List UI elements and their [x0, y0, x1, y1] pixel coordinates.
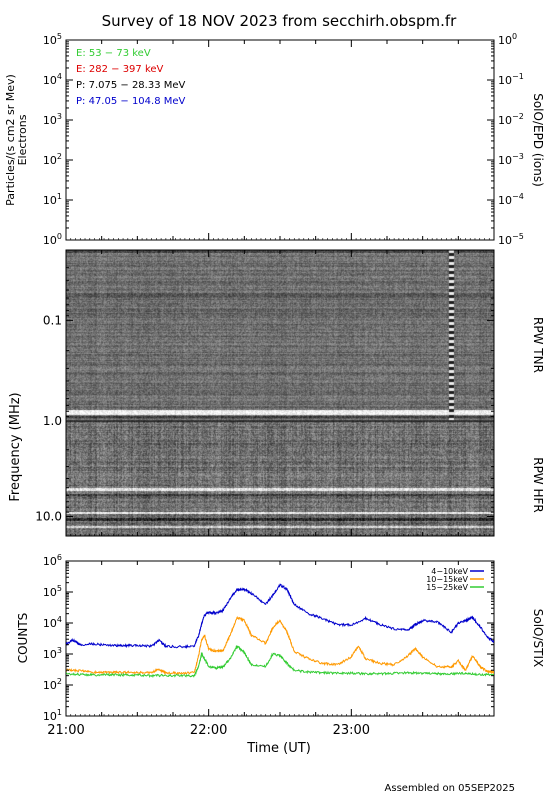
stix-x-tick-label: 21:00: [47, 723, 84, 738]
epd-y2-tick-label: 10−5: [498, 232, 524, 247]
epd-y2-tick-label: 10−3: [498, 152, 524, 167]
epd-legend-entry: P: 47.05 − 104.8 MeV: [76, 96, 186, 107]
stix-legend-label: 10−15keV: [426, 575, 468, 584]
epd-legend: E: 53 − 73 keV E: 282 − 397 keV P: 7.075 −…: [76, 48, 186, 107]
stix-y-tick-label: 106: [43, 553, 62, 568]
stix-right-label: SolO/STIX: [531, 609, 545, 668]
spectrogram-raster: [66, 250, 494, 536]
stix-series-line-1: [66, 615, 494, 676]
epd-y-tick-label: 101: [43, 192, 62, 207]
footer-assembled: Assembled on 05SEP2025: [385, 783, 515, 794]
time-xlabel: Time (UT): [246, 741, 311, 756]
stix-y-tick-label: 103: [43, 646, 62, 661]
hfr-y-tick-label: 10.0: [35, 510, 62, 524]
epd-y2-tick-label: 10−2: [498, 112, 524, 127]
hfr-right-label: RPW HFR: [531, 457, 545, 513]
stix-y-tick-label: 102: [43, 677, 62, 692]
spectrogram-canvas: [66, 250, 494, 536]
epd-ylabel: Particles/(s cm2 sr Mev): [4, 74, 17, 206]
tnr-right-label: RPW TNR: [531, 317, 545, 373]
epd-legend-entry: E: 53 − 73 keV: [76, 48, 151, 59]
stix-x-tick-label: 22:00: [190, 723, 227, 738]
stix-series-line-2: [66, 645, 494, 678]
epd-y2-tick-label: 10−4: [498, 192, 524, 207]
spectrogram-image: [66, 250, 494, 536]
frequency-ylabel: Frequency (MHz): [8, 392, 23, 501]
epd-panel: 100 101 102 103 104 105 10−5 10−4 10−3 10−2 10−1 10…: [4, 32, 545, 247]
stix-y-tick-label: 104: [43, 615, 62, 630]
epd-y-tick-label: 102: [43, 152, 62, 167]
epd-right-label: SolO/EPD (ions): [531, 93, 545, 187]
stix-y-tick-label: 101: [43, 708, 62, 723]
spectrogram-axis-ticks: 0.1 1.0 10.0: [35, 249, 495, 536]
stix-x-tick-label: 23:00: [333, 723, 370, 738]
epd-y-tick-label: 104: [43, 72, 62, 87]
stix-lines: [66, 583, 494, 678]
stix-ylabel: COUNTS: [16, 613, 30, 664]
epd-y-tick-label: 103: [43, 112, 62, 127]
stix-y-tick-label: 105: [43, 584, 62, 599]
stix-axis-ticks: 101 102 103 104 105 106 21:00 22:00 23:00: [43, 553, 495, 738]
stix-panel: 101 102 103 104 105 106 21:00 22:00 23:00 4−10ke…: [16, 553, 545, 756]
stix-series-line-0: [66, 583, 494, 650]
epd-legend-entry: E: 282 − 397 keV: [76, 64, 164, 75]
stix-legend-label: 4−10keV: [431, 567, 468, 576]
rpw-panel: 0.1 1.0 10.0 Frequency (MHz) RPW TNR RPW H…: [8, 249, 545, 537]
tnr-y-tick-label: 0.1: [43, 313, 62, 327]
epd-axis-ticks: 100 101 102 103 104 105 10−5 10−4 10−3 10−2 10−1 10…: [43, 32, 524, 247]
figure-title: Survey of 18 NOV 2023 from secchirh.obsp…: [102, 12, 458, 30]
epd-y-tick-label: 100: [43, 232, 62, 247]
epd-legend-entry: P: 7.075 − 28.33 MeV: [76, 80, 186, 91]
epd-y-tick-label: 105: [43, 32, 62, 47]
stix-legend-label: 15−25keV: [426, 583, 468, 592]
tnr-y-tick-label: 1.0: [43, 414, 62, 428]
epd-ylabel-electrons: Electrons: [16, 114, 29, 165]
epd-y2-tick-label: 10−1: [498, 72, 524, 87]
epd-y2-tick-label: 100: [498, 32, 517, 47]
